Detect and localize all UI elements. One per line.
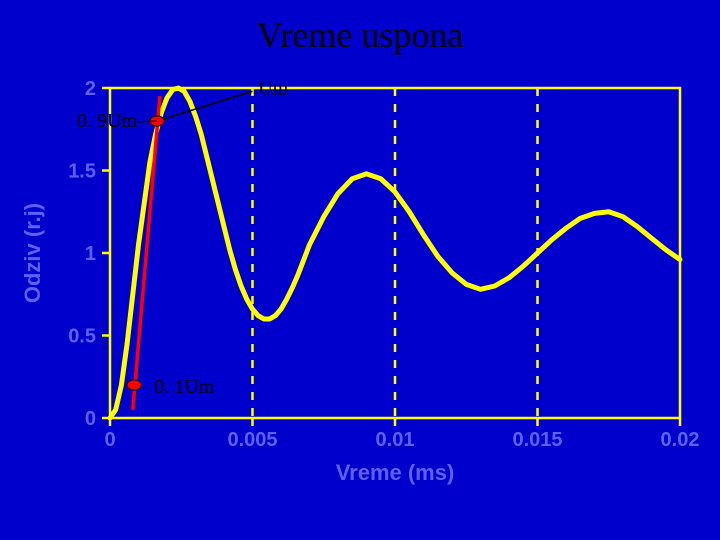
page-title: Vreme uspona xyxy=(0,0,720,56)
xtick-label: 0.005 xyxy=(227,429,277,451)
marker-label: 0. 9Um xyxy=(77,110,137,132)
chart-container: 0 0.5 1 1.5 2 0 0.005 0.01 0.015 0.02 Odziv (r.j) V… xyxy=(0,56,720,526)
um-label: Um xyxy=(258,78,288,100)
xtick-label: 0.02 xyxy=(661,429,700,451)
marker-label: 0. 1Um xyxy=(154,376,214,398)
xtick-label: 0 xyxy=(104,429,115,451)
y-axis-label: Odziv (r.j) xyxy=(20,203,45,303)
ytick-label: 1 xyxy=(85,243,96,265)
ytick-label: 0.5 xyxy=(68,326,96,348)
xtick-label: 0.01 xyxy=(376,429,415,451)
x-axis-label: Vreme (ms) xyxy=(336,460,455,485)
ytick-label: 0 xyxy=(85,408,96,430)
marker-dot xyxy=(127,380,141,390)
response-chart: 0 0.5 1 1.5 2 0 0.005 0.01 0.015 0.02 Odziv (r.j) V… xyxy=(0,56,720,526)
xtick-label: 0.015 xyxy=(512,429,562,451)
ytick-label: 2 xyxy=(85,78,96,100)
ytick-label: 1.5 xyxy=(68,161,96,183)
